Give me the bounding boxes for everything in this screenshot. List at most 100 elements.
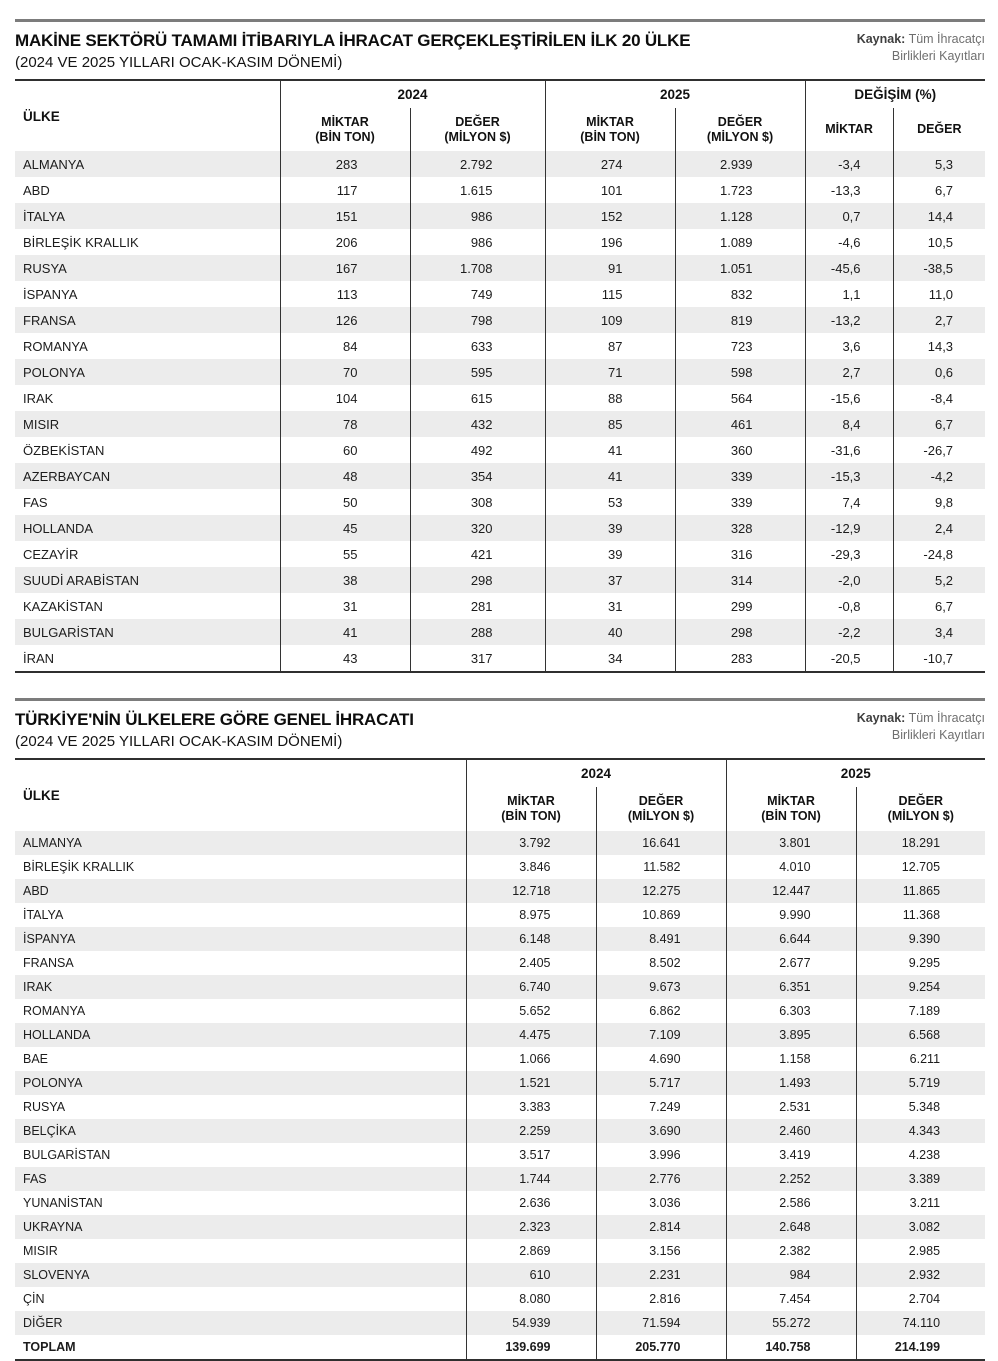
value-cell: 2.323 (465, 1215, 596, 1239)
value-cell: 41 (544, 463, 676, 489)
header-value-line1: DEĞER (898, 794, 943, 808)
country-cell: BİRLEŞİK KRALLIK (23, 234, 139, 250)
table-row: POLONYA 1.521 5.717 1.493 5.719 (15, 1071, 986, 1095)
value-cell: 6.351 (725, 975, 857, 999)
value-cell: 151 (279, 203, 410, 229)
country-cell: BELÇİKA (15, 1119, 466, 1143)
table-header: ÜLKE 2024 2025 DEĞİŞİM (%) MİKTAR (BİN T… (15, 80, 986, 151)
value-cell: 206 (279, 229, 410, 255)
table-header: ÜLKE 2024 2025 MİKTAR (BİN TON) DEĞER (M… (15, 759, 986, 831)
value-cell: 117 (279, 177, 410, 203)
value-cell: 41 (279, 619, 410, 645)
header-value-2024: DEĞER (MİLYON $) (595, 787, 727, 831)
value-cell: 88 (544, 385, 676, 411)
value-cell: 2.932 (855, 1263, 986, 1287)
value-cell: -13,2 (804, 307, 894, 333)
value-cell: 1.521 (465, 1071, 596, 1095)
header-year-2024: 2024 (465, 759, 727, 787)
value-cell: 54.939 (465, 1311, 596, 1335)
value-cell: 12.275 (595, 879, 727, 903)
value-cell: 8,4 (804, 411, 894, 437)
value-cell: 10,5 (892, 229, 986, 255)
value-cell: 38 (279, 567, 410, 593)
country-cell: ROMANYA (23, 1004, 86, 1018)
value-cell: 9.390 (855, 927, 986, 951)
country-cell: BULGARİSTAN (15, 619, 280, 645)
value-cell: -4,2 (892, 463, 986, 489)
source-text: Tüm İhracatçı Birlikleri Kayıtları (891, 32, 985, 63)
country-cell: ROMANYA (23, 338, 88, 354)
value-cell: 3.792 (465, 831, 596, 855)
value-cell: 50 (279, 489, 410, 515)
country-cell: MISIR (15, 411, 280, 437)
table-row: SLOVENYA 610 2.231 984 2.932 (15, 1263, 986, 1287)
value-cell: 6.303 (725, 999, 857, 1023)
value-cell: 14,4 (892, 203, 986, 229)
value-cell: 354 (409, 463, 546, 489)
value-cell: 1.744 (465, 1167, 596, 1191)
source-label: Kaynak: (856, 711, 906, 725)
country-cell: IRAK (23, 390, 54, 406)
header-amount-line2: (BİN TON) (315, 129, 375, 144)
value-cell: 2.869 (465, 1239, 596, 1263)
value-cell: 3,4 (892, 619, 986, 645)
value-cell: 6.568 (855, 1023, 986, 1047)
value-cell: 40 (544, 619, 676, 645)
value-cell: 39 (544, 515, 676, 541)
value-cell: 723 (674, 333, 806, 359)
value-cell: -26,7 (892, 437, 986, 463)
header-amount-line1: MİKTAR (767, 794, 815, 808)
value-cell: 2.405 (465, 951, 596, 975)
value-cell: 5,3 (892, 151, 986, 177)
value-cell: 205.770 (595, 1335, 727, 1360)
header-amount-line1: MİKTAR (586, 114, 634, 129)
value-cell: -2,0 (804, 567, 894, 593)
value-cell: 7.189 (855, 999, 986, 1023)
value-cell: 1.708 (409, 255, 546, 281)
country-cell: ABD (23, 182, 50, 198)
header-value-line2: (MİLYON $) (627, 809, 695, 823)
page-subtitle: (2024 VE 2025 YILLARI OCAK-KASIM DÖNEMİ) (15, 54, 343, 71)
value-cell: -20,5 (804, 645, 894, 672)
table-row: FRANSA 2.405 8.502 2.677 9.295 (15, 951, 986, 975)
value-cell: 55 (279, 541, 410, 567)
value-cell: 71.594 (595, 1311, 727, 1335)
table-row: İSPANYA 6.148 8.491 6.644 9.390 (15, 927, 986, 951)
header-amount-line2: (BİN TON) (580, 129, 640, 144)
value-cell: 984 (725, 1263, 857, 1287)
source-label: Kaynak: (856, 32, 906, 46)
header-year-2025: 2025 (725, 759, 986, 787)
header-value-line2: (MİLYON $) (706, 129, 774, 144)
value-cell: 1.051 (674, 255, 806, 281)
value-cell: 10.869 (595, 903, 727, 927)
value-cell: 2.814 (595, 1215, 727, 1239)
value-cell: 819 (674, 307, 806, 333)
table-row: UKRAYNA 2.323 2.814 2.648 3.082 (15, 1215, 986, 1239)
table-body: ALMANYA 3.792 16.641 3.801 18.291 BİRLEŞİK KR… (15, 831, 986, 1360)
value-cell: 316 (674, 541, 806, 567)
table-row: DİĞER 54.939 71.594 55.272 74.110 (15, 1311, 986, 1335)
header-country: ÜLKE (23, 788, 60, 803)
table-row: İSPANYA 113 749 115 832 1,1 11,0 (15, 281, 986, 307)
value-cell: 2,7 (892, 307, 986, 333)
country-cell: MISIR (23, 1244, 58, 1258)
value-cell: 749 (409, 281, 546, 307)
value-cell: 2.636 (465, 1191, 596, 1215)
section-divider (15, 19, 985, 22)
value-cell: 2.704 (855, 1287, 986, 1311)
value-cell: 0,6 (892, 359, 986, 385)
value-cell: -13,3 (804, 177, 894, 203)
table-row: KAZAKİSTAN 31 281 31 299 -0,8 6,7 (15, 593, 986, 619)
value-cell: 3.996 (595, 1143, 727, 1167)
value-cell: 7.109 (595, 1023, 727, 1047)
value-cell: 4.690 (595, 1047, 727, 1071)
value-cell: 2,4 (892, 515, 986, 541)
table-row: BAE 1.066 4.690 1.158 6.211 (15, 1047, 986, 1071)
value-cell: 34 (544, 645, 676, 672)
value-cell: 2.586 (725, 1191, 857, 1215)
value-cell: 2.531 (725, 1095, 857, 1119)
country-cell: POLONYA (15, 1071, 466, 1095)
country-cell: SUUDİ ARABİSTAN (15, 567, 280, 593)
page-title: TÜRKİYE'NİN ÜLKELERE GÖRE GENEL İHRACATI (15, 710, 414, 729)
value-cell: 11.865 (855, 879, 986, 903)
